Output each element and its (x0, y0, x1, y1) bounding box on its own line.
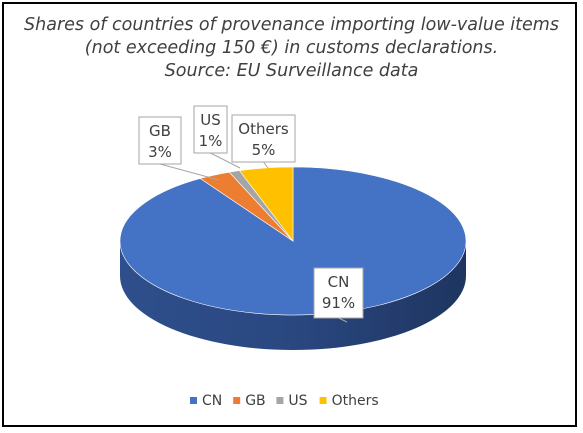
data-label-gb: GB 3% (138, 116, 220, 181)
legend-item-others: Others (319, 393, 379, 409)
legend-swatch (233, 397, 241, 404)
legend-item-gb: GB (233, 393, 266, 409)
legend-label: US (288, 393, 307, 409)
label-box (193, 105, 228, 154)
data-label-cn: CN 91% (313, 267, 364, 323)
label-category: CN (328, 273, 350, 291)
label-box (313, 267, 364, 319)
legend-label: Others (332, 393, 379, 409)
pie-slice-others (238, 166, 294, 242)
legend-item-us: US (276, 393, 308, 409)
legend: CN GB US Others (190, 393, 379, 409)
pie-side-cn (120, 241, 466, 350)
pie-slices (119, 166, 467, 316)
legend-swatch (319, 397, 327, 404)
legend-item-cn: CN (190, 393, 222, 409)
legend-swatch (276, 397, 284, 404)
pie-side-walls (120, 241, 466, 350)
data-label-others: Others 5% (231, 114, 296, 169)
title-line-2: (not exceeding 150 €) in customs declara… (84, 38, 499, 58)
label-percent: 1% (199, 132, 223, 150)
label-category: Others (238, 120, 289, 138)
legend-swatch (190, 397, 197, 404)
title-line-1: Shares of countries of provenance import… (24, 15, 559, 35)
label-category: US (200, 111, 221, 129)
label-box (138, 116, 182, 165)
legend-label: CN (202, 393, 222, 409)
leader-line (338, 317, 348, 323)
label-percent: 5% (252, 141, 276, 159)
data-label-us: US 1% (193, 105, 241, 169)
leader-line (210, 152, 241, 169)
label-box (231, 114, 296, 163)
legend-label: GB (245, 393, 265, 409)
pie-data-labels: CN 91% GB 3% US 1% Others 5% (138, 105, 364, 323)
leader-line (263, 161, 269, 169)
title-line-3: Source: EU Surveillance data (164, 61, 419, 81)
label-category: GB (149, 122, 171, 140)
leader-line (159, 163, 220, 181)
chart-title: Shares of countries of provenance import… (0, 14, 583, 83)
label-percent: 3% (148, 143, 172, 161)
label-percent: 91% (322, 294, 355, 312)
